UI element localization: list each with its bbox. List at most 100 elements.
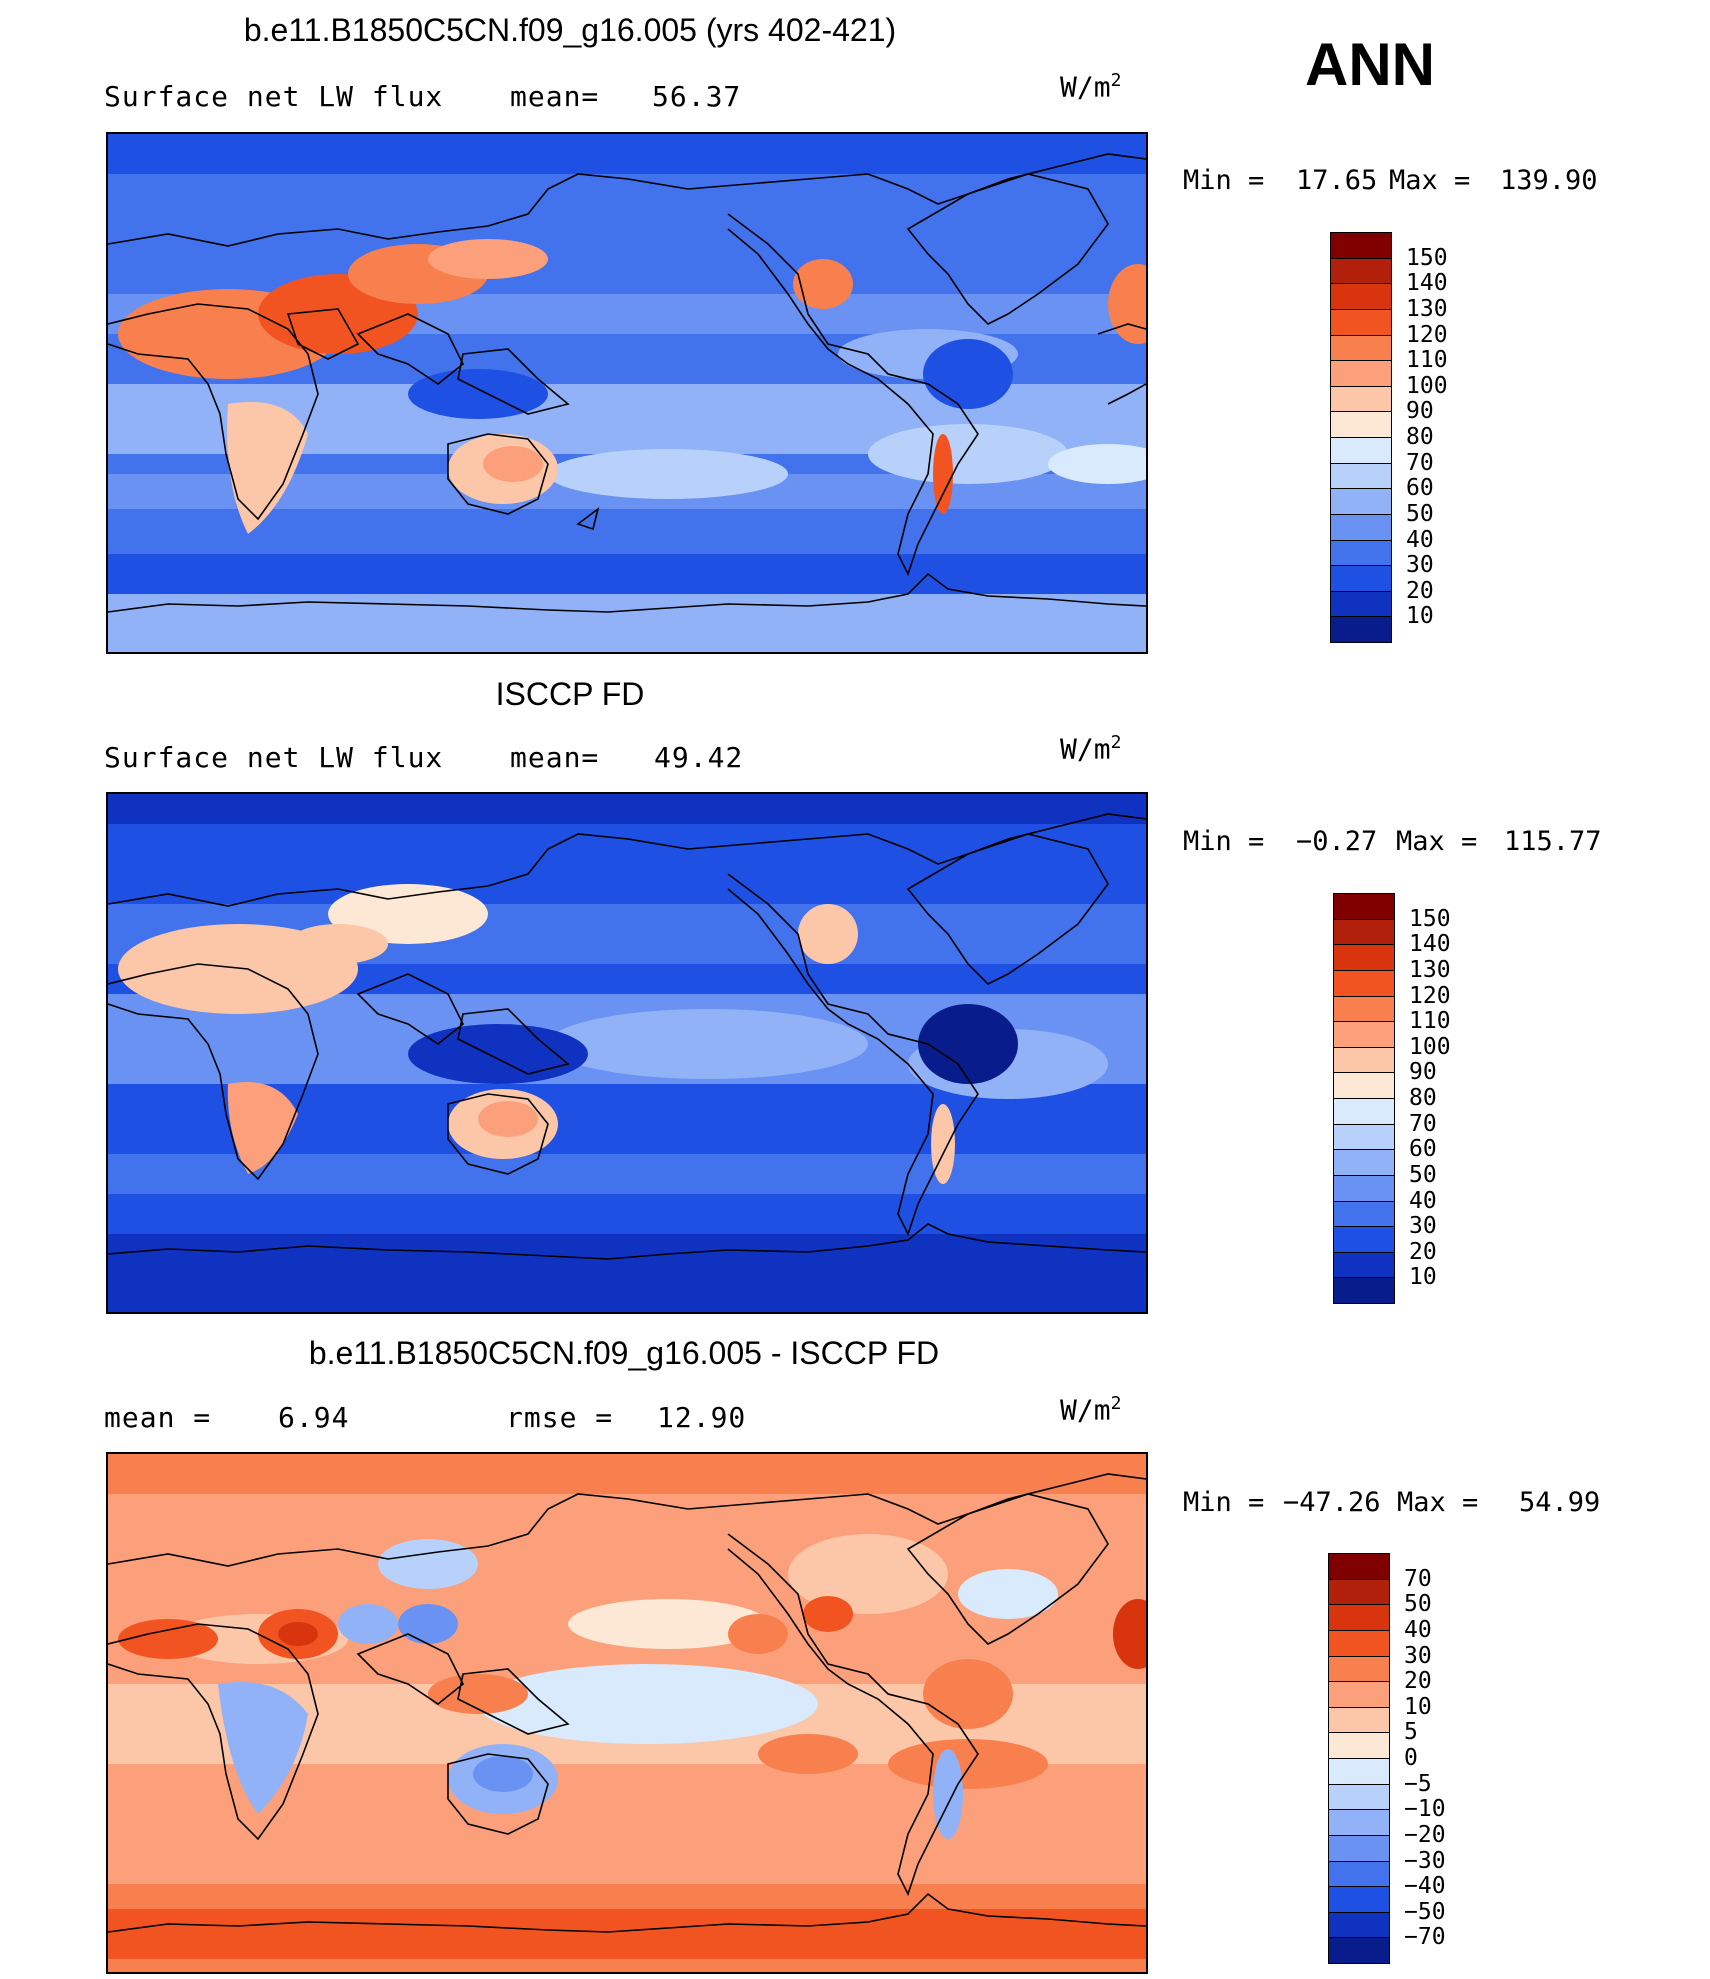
- panel2-min-label: Min =: [1183, 826, 1265, 857]
- colorbar-swatch: [1328, 1809, 1390, 1836]
- colorbar-tick-label: 70: [1409, 1110, 1437, 1137]
- colorbar-tick-label: −10: [1404, 1796, 1446, 1823]
- colorbar-swatch: [1333, 1072, 1395, 1099]
- panel2-mean-label: mean=: [510, 741, 600, 774]
- panel2-variable-label: Surface net LW flux: [104, 741, 444, 774]
- panel1-title: b.e11.B1850C5CN.f09_g16.005 (yrs 402-421…: [243, 12, 897, 48]
- colorbar-swatch: [1328, 1886, 1390, 1913]
- colorbar-swatch: [1330, 232, 1392, 259]
- colorbar-swatch: [1330, 360, 1392, 387]
- colorbar-swatch: [1328, 1834, 1390, 1861]
- colorbar-swatch: [1330, 462, 1392, 489]
- colorbar-tick-label: 90: [1406, 398, 1434, 425]
- colorbar-swatch: [1328, 1758, 1390, 1785]
- colorbar-swatch: [1328, 1706, 1390, 1733]
- colorbar-tick-label: 150: [1409, 905, 1451, 932]
- panel3-rmse-label: rmse =: [506, 1401, 614, 1434]
- colorbar-swatch: [1330, 385, 1392, 412]
- panel1-mean-value: 56.37: [652, 80, 742, 113]
- panel3-mean-label: mean =: [104, 1401, 212, 1434]
- colorbar-swatch: [1330, 283, 1392, 310]
- colorbar-tick-label: 130: [1409, 956, 1451, 983]
- panel1-units: W/m2: [1060, 70, 1122, 104]
- colorbar-tick-label: 70: [1406, 449, 1434, 476]
- colorbar-swatch: [1333, 1021, 1395, 1048]
- colorbar-swatch: [1330, 616, 1392, 643]
- colorbar-tick-label: 60: [1409, 1136, 1437, 1163]
- colorbar-tick-label: −70: [1404, 1924, 1446, 1951]
- colorbar-swatch: [1328, 1681, 1390, 1708]
- colorbar-swatch: [1330, 590, 1392, 617]
- panel2-colorbar: 150 140 130 120 110 100 90 80 70 60 50 40 30 20 10: [1333, 893, 1493, 1304]
- colorbar-swatch: [1328, 1578, 1390, 1605]
- colorbar-tick-label: 30: [1404, 1642, 1432, 1669]
- colorbar-tick-label: 40: [1409, 1187, 1437, 1214]
- colorbar-tick-label: 50: [1406, 500, 1434, 527]
- colorbar-tick-label: −5: [1404, 1770, 1432, 1797]
- panel3-max-value: 54.99: [1519, 1487, 1601, 1518]
- colorbar-tick-label: 100: [1406, 372, 1448, 399]
- colorbar-swatch: [1328, 1553, 1390, 1580]
- panel3-min-value: −47.26: [1283, 1487, 1381, 1518]
- colorbar-tick-label: 50: [1404, 1591, 1432, 1618]
- panel1-max-value: 139.90: [1500, 165, 1598, 196]
- colorbar-swatch: [1328, 1783, 1390, 1810]
- colorbar-swatch: [1330, 437, 1392, 464]
- colorbar-tick-label: 120: [1409, 982, 1451, 1009]
- colorbar-tick-label: 40: [1404, 1616, 1432, 1643]
- colorbar-swatch: [1330, 411, 1392, 438]
- panel2-units: W/m2: [1060, 732, 1122, 766]
- panel2-min-value: −0.27: [1296, 826, 1378, 857]
- colorbar-tick-label: 20: [1409, 1238, 1437, 1265]
- panel3-map: [106, 1452, 1148, 1974]
- colorbar-tick-label: 100: [1409, 1033, 1451, 1060]
- colorbar-swatch: [1333, 995, 1395, 1022]
- colorbar-swatch: [1333, 1277, 1395, 1304]
- panel2-mean-value: 49.42: [654, 741, 744, 774]
- colorbar-tick-label: 140: [1406, 270, 1448, 297]
- colorbar-tick-label: 70: [1404, 1565, 1432, 1592]
- colorbar-tick-label: 50: [1409, 1161, 1437, 1188]
- colorbar-swatch: [1328, 1860, 1390, 1887]
- colorbar-swatch: [1333, 1200, 1395, 1227]
- colorbar-swatch: [1328, 1629, 1390, 1656]
- colorbar-swatch: [1333, 1174, 1395, 1201]
- panel2-title: ISCCP FD: [495, 676, 645, 712]
- colorbar-swatch: [1333, 918, 1395, 945]
- panel2-max-value: 115.77: [1504, 826, 1602, 857]
- season-label: ANN: [1305, 31, 1435, 98]
- colorbar-swatch: [1333, 1226, 1395, 1253]
- colorbar-swatch: [1333, 1251, 1395, 1278]
- panel1-mean-label: mean=: [510, 80, 600, 113]
- panel3-title: b.e11.B1850C5CN.f09_g16.005 - ISCCP FD: [308, 1335, 940, 1371]
- colorbar-tick-label: −40: [1404, 1873, 1446, 1900]
- colorbar-tick-label: −30: [1404, 1847, 1446, 1874]
- colorbar-swatch: [1328, 1604, 1390, 1631]
- panel3-max-label: Max =: [1397, 1487, 1479, 1518]
- colorbar-swatch: [1333, 1098, 1395, 1125]
- colorbar-swatch: [1328, 1732, 1390, 1759]
- colorbar-swatch: [1333, 1046, 1395, 1073]
- colorbar-tick-label: −50: [1404, 1898, 1446, 1925]
- colorbar-swatch: [1330, 565, 1392, 592]
- colorbar-tick-label: 120: [1406, 321, 1448, 348]
- colorbar-swatch: [1330, 334, 1392, 361]
- colorbar-tick-label: 20: [1404, 1668, 1432, 1695]
- colorbar-swatch: [1333, 1149, 1395, 1176]
- panel2-map: [106, 792, 1148, 1314]
- colorbar-tick-label: −20: [1404, 1821, 1446, 1848]
- panel1-colorbar: 150 140 130 120 110 100 90 80 70 60 50 40 30 20 10: [1330, 232, 1490, 643]
- panel2-max-label: Max =: [1396, 826, 1478, 857]
- panel1-max-label: Max =: [1389, 165, 1471, 196]
- colorbar-tick-label: 10: [1406, 603, 1434, 630]
- colorbar-tick-label: 90: [1409, 1059, 1437, 1086]
- colorbar-swatch: [1333, 969, 1395, 996]
- colorbar-tick-label: 30: [1409, 1213, 1437, 1240]
- panel3-rmse-value: 12.90: [657, 1401, 747, 1434]
- colorbar-swatch: [1333, 1123, 1395, 1150]
- colorbar-swatch: [1330, 308, 1392, 335]
- colorbar-tick-label: 60: [1406, 475, 1434, 502]
- colorbar-tick-label: 10: [1409, 1264, 1437, 1291]
- colorbar-swatch: [1328, 1655, 1390, 1682]
- colorbar-swatch: [1330, 488, 1392, 515]
